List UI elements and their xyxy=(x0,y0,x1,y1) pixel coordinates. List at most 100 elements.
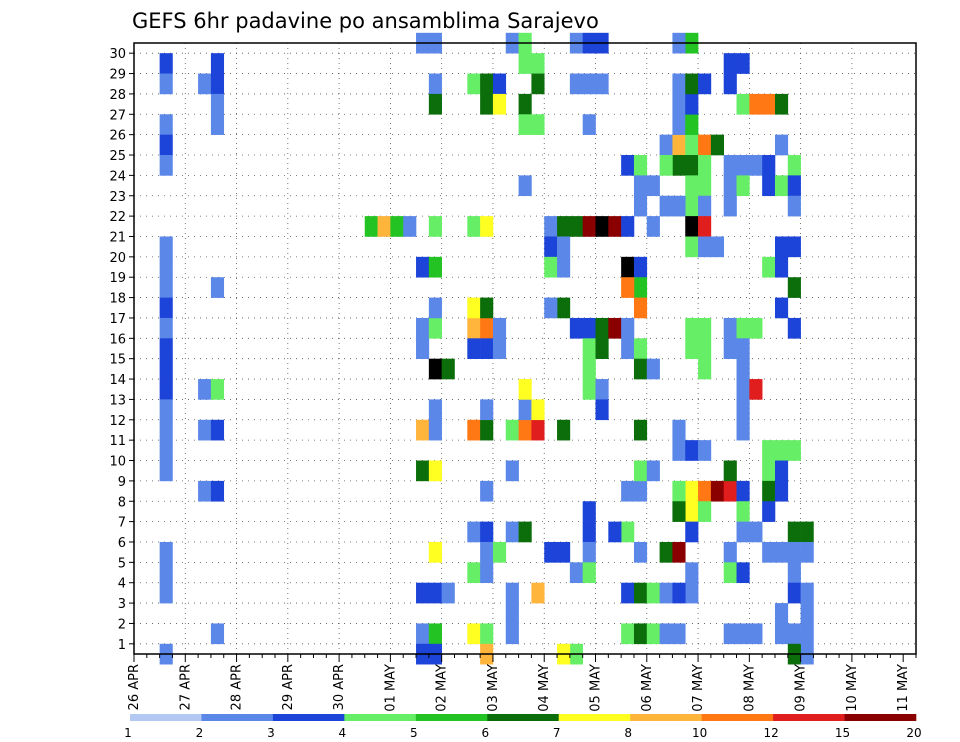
heatmap-cell xyxy=(428,623,442,645)
heatmap-cell xyxy=(800,623,814,645)
legend-label: 1 xyxy=(124,726,132,740)
heatmap-cell xyxy=(723,155,737,176)
heatmap-cell xyxy=(582,358,596,380)
heatmap-cell xyxy=(774,603,789,624)
heatmap-cell xyxy=(480,297,494,319)
heatmap-cell xyxy=(544,297,558,319)
heatmap-cell xyxy=(800,582,814,604)
heatmap-cell xyxy=(646,358,660,380)
heatmap-cell xyxy=(723,541,737,563)
heatmap-cell xyxy=(723,562,737,584)
heatmap-cell xyxy=(557,216,571,237)
heatmap-cell xyxy=(416,317,430,339)
heatmap-cell xyxy=(518,93,532,115)
legend-swatch xyxy=(344,714,417,721)
heatmap-cell xyxy=(698,480,712,502)
heatmap-cell xyxy=(710,134,725,156)
heatmap-cell xyxy=(159,256,173,278)
heatmap-cell xyxy=(736,155,750,176)
heatmap-cell xyxy=(467,623,481,645)
heatmap-cell xyxy=(569,317,583,339)
heatmap-cell xyxy=(582,562,596,584)
heatmap-cell xyxy=(685,134,699,156)
heatmap-cell xyxy=(659,195,673,217)
y-tick-label: 9 xyxy=(118,475,126,490)
heatmap-cell xyxy=(428,297,442,319)
heatmap-cell xyxy=(774,134,789,156)
heatmap-cell xyxy=(480,338,494,359)
heatmap-cell xyxy=(159,73,173,95)
legend-swatch xyxy=(844,714,917,721)
y-tick-label: 30 xyxy=(109,47,126,62)
heatmap-cell xyxy=(633,419,648,441)
heatmap-cell xyxy=(531,114,545,135)
heatmap-cell xyxy=(749,623,763,645)
heatmap-cell xyxy=(441,582,455,604)
heatmap-cell xyxy=(685,562,699,584)
heatmap-cell xyxy=(685,440,699,461)
heatmap-cell xyxy=(492,317,507,339)
heatmap-cell xyxy=(698,358,712,380)
heatmap-cell xyxy=(800,603,814,624)
heatmap-cell xyxy=(659,623,673,645)
heatmap-cell xyxy=(428,317,442,339)
y-tick-label: 15 xyxy=(109,353,126,368)
legend-swatch xyxy=(201,714,274,721)
legend-label: 15 xyxy=(835,726,850,740)
heatmap-cell xyxy=(672,73,686,95)
x-tick-label: 06 MAY xyxy=(640,664,655,712)
heatmap-cell xyxy=(659,155,673,176)
heatmap-cell xyxy=(621,582,635,604)
heatmap-cell xyxy=(723,175,737,197)
heatmap-cell xyxy=(492,541,507,563)
heatmap-cell xyxy=(736,93,750,115)
heatmap-cell xyxy=(518,379,532,400)
heatmap-cell xyxy=(582,338,596,359)
heatmap-cell xyxy=(710,236,725,258)
heatmap-cell xyxy=(736,480,750,502)
heatmap-cell xyxy=(582,114,596,135)
heatmap-cell xyxy=(492,93,507,115)
heatmap-cell xyxy=(159,155,173,176)
y-tick-label: 22 xyxy=(109,210,126,225)
heatmap-cell xyxy=(428,73,442,95)
heatmap-cell xyxy=(672,501,686,522)
heatmap-cell xyxy=(774,256,789,278)
heatmap-cell xyxy=(505,460,519,482)
heatmap-cell xyxy=(762,440,776,461)
heatmap-cell xyxy=(774,175,789,197)
y-tick-label: 8 xyxy=(118,495,126,510)
heatmap-cell xyxy=(646,460,660,482)
heatmap-cell xyxy=(633,277,648,298)
heatmap-cell xyxy=(633,297,648,319)
heatmap-cell xyxy=(582,317,596,339)
heatmap-cell xyxy=(505,582,519,604)
legend-label: 5 xyxy=(410,726,418,740)
y-tick-label: 7 xyxy=(118,516,126,531)
heatmap-cell xyxy=(672,440,686,461)
heatmap-cell xyxy=(787,277,801,298)
heatmap-cell xyxy=(672,582,686,604)
heatmap-cell xyxy=(710,480,725,502)
heatmap-cell xyxy=(633,256,648,278)
plot-frame xyxy=(133,42,917,655)
legend-label: 2 xyxy=(196,726,204,740)
heatmap-cell xyxy=(210,114,225,135)
heatmap-cell xyxy=(531,419,545,441)
heatmap-cell xyxy=(557,541,571,563)
y-tick-label: 19 xyxy=(109,271,126,286)
x-tick-label: 28 APR xyxy=(230,664,245,710)
heatmap-cell xyxy=(544,236,558,258)
heatmap-cell xyxy=(685,480,699,502)
heatmap-cell xyxy=(531,582,545,604)
heatmap-cell xyxy=(480,399,494,421)
heatmap-cell xyxy=(787,317,801,339)
heatmap-cell xyxy=(685,195,699,217)
y-tick-label: 4 xyxy=(118,577,126,592)
heatmap-cell xyxy=(685,317,699,339)
heatmap-cell xyxy=(621,521,635,543)
heatmap-cell xyxy=(159,358,173,380)
y-tick-label: 1 xyxy=(118,638,126,653)
heatmap-cell xyxy=(531,73,545,95)
heatmap-cell xyxy=(800,541,814,563)
